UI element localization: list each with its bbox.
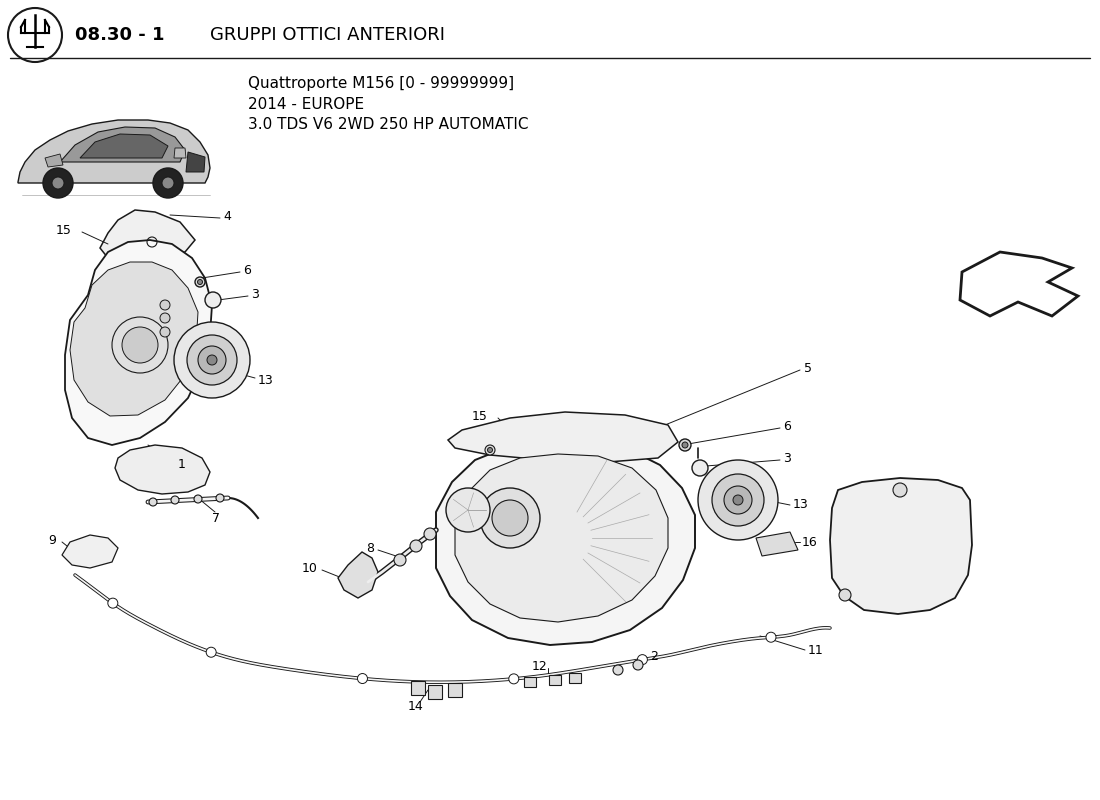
Polygon shape [62,535,118,568]
Circle shape [170,496,179,504]
Circle shape [43,168,73,198]
Text: 14: 14 [408,699,424,713]
Polygon shape [174,148,186,158]
Circle shape [198,279,202,285]
Circle shape [733,495,742,505]
Polygon shape [830,478,972,614]
Text: 11: 11 [808,645,824,658]
Polygon shape [116,445,210,494]
Text: 13: 13 [258,374,274,386]
Circle shape [632,660,644,670]
Circle shape [613,665,623,675]
Circle shape [394,554,406,566]
Polygon shape [428,685,442,699]
Text: 15: 15 [56,223,72,237]
Circle shape [162,177,174,189]
Circle shape [480,488,540,548]
Polygon shape [338,552,378,598]
Circle shape [198,346,226,374]
Polygon shape [100,210,195,258]
Circle shape [122,327,158,363]
Text: GRUPPI OTTICI ANTERIORI: GRUPPI OTTICI ANTERIORI [210,26,446,44]
Circle shape [682,442,688,448]
Circle shape [194,495,202,503]
Circle shape [206,647,217,658]
Circle shape [698,460,778,540]
Circle shape [724,486,752,514]
Text: 12: 12 [532,659,548,673]
Circle shape [195,277,205,287]
Circle shape [509,674,519,684]
Circle shape [766,632,775,642]
Polygon shape [549,675,561,685]
Polygon shape [45,154,63,167]
Polygon shape [448,412,678,462]
Text: 16: 16 [802,535,817,549]
Polygon shape [186,152,205,172]
Text: 8: 8 [366,542,374,555]
Circle shape [839,589,851,601]
Circle shape [487,447,493,453]
Polygon shape [436,442,695,645]
Text: 08.30 - 1: 08.30 - 1 [75,26,165,44]
Polygon shape [960,252,1078,316]
Text: 6: 6 [783,421,791,434]
Text: 3: 3 [251,289,258,302]
Text: 13: 13 [793,498,808,511]
Circle shape [893,483,907,497]
Text: 5: 5 [804,362,812,375]
Circle shape [358,674,367,683]
Text: 1: 1 [178,458,186,470]
Polygon shape [411,681,425,695]
Polygon shape [70,262,198,416]
Circle shape [108,598,118,608]
Circle shape [216,494,224,502]
Circle shape [485,445,495,455]
Polygon shape [80,134,168,158]
Text: 3: 3 [783,453,791,466]
Circle shape [148,498,157,506]
Text: 4: 4 [223,210,231,223]
Circle shape [410,540,422,552]
Polygon shape [18,120,210,183]
Polygon shape [524,677,536,687]
Circle shape [160,313,170,323]
Polygon shape [455,454,668,622]
Text: 9: 9 [48,534,56,546]
Circle shape [424,528,436,540]
Circle shape [679,439,691,451]
Circle shape [160,300,170,310]
Circle shape [205,292,221,308]
Polygon shape [60,127,185,162]
Circle shape [492,500,528,536]
Circle shape [112,317,168,373]
Circle shape [187,335,236,385]
Polygon shape [756,532,798,556]
Circle shape [446,488,490,532]
Circle shape [174,322,250,398]
Text: 15: 15 [472,410,488,422]
Circle shape [637,654,648,665]
Text: 2: 2 [650,650,658,663]
Polygon shape [65,240,212,445]
Text: 2014 - EUROPE: 2014 - EUROPE [248,97,364,112]
Polygon shape [569,673,581,683]
Circle shape [160,327,170,337]
Text: 6: 6 [243,265,251,278]
Circle shape [153,168,183,198]
Text: 7: 7 [212,511,220,525]
Circle shape [712,474,764,526]
Text: 10: 10 [302,562,318,575]
Polygon shape [448,683,462,697]
Circle shape [52,177,64,189]
Text: Quattroporte M156 [0 - 99999999]: Quattroporte M156 [0 - 99999999] [248,76,514,91]
Circle shape [692,460,708,476]
Circle shape [207,355,217,365]
Text: 3.0 TDS V6 2WD 250 HP AUTOMATIC: 3.0 TDS V6 2WD 250 HP AUTOMATIC [248,117,528,132]
